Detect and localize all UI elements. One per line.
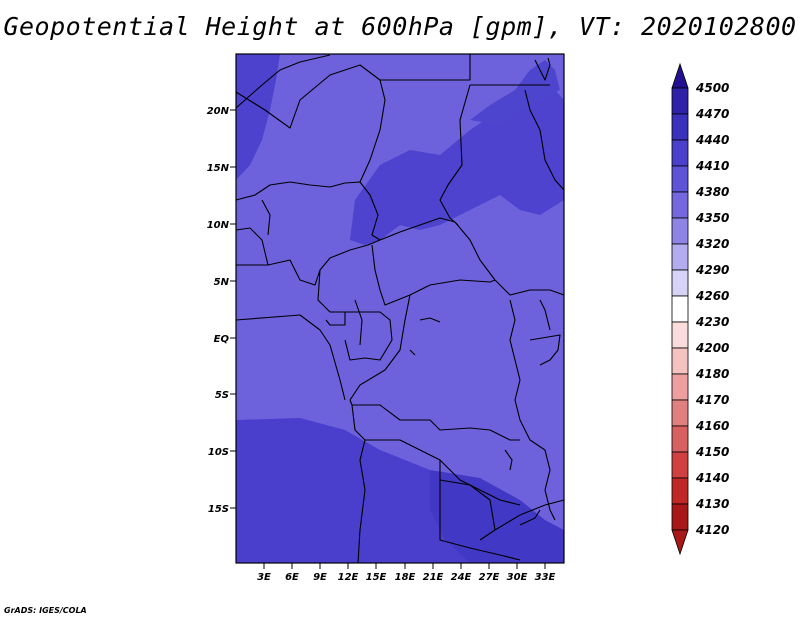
lon-label: 6E [285,572,299,583]
lat-label: EQ [214,334,230,345]
colorbar-label: 4150 [695,445,729,459]
colorbar-swatch [671,451,689,479]
colorbar-swatch [671,347,689,375]
lon-label: 3E [257,572,271,583]
lat-label: 15N [207,163,230,174]
colorbar-label: 4140 [695,471,729,485]
colorbar-label: 4500 [695,81,729,95]
colorbar-swatch [671,113,689,141]
colorbar-swatch [671,295,689,323]
colorbar-swatch [671,243,689,271]
colorbar-label: 4120 [695,523,729,537]
colorbar-swatch [671,269,689,297]
colorbar-label: 4410 [695,159,729,173]
lon-label: 21E [423,572,444,583]
colorbar-swatch [671,139,689,167]
lat-label: 10N [207,220,230,231]
lon-label: 18E [395,572,416,583]
credit-text: GrADS: IGES/COLA [4,606,87,615]
colorbar-swatch [671,165,689,193]
colorbar-swatch [671,477,689,505]
colorbar-label: 4320 [695,237,729,251]
colorbar: 4500 4470 4440 4410 4380 4350 4320 4290 4260 4230… [671,62,729,556]
colorbar-bottom-arrow [671,529,689,556]
colorbar-label: 4440 [695,133,729,147]
colorbar-label: 4170 [695,393,729,407]
colorbar-swatch [671,191,689,219]
colorbar-label: 4130 [695,497,729,511]
country-borders [235,54,565,564]
lon-axis: 3E 6E 9E 12E 15E 18E 21E 24E 27E 30E 33E [257,563,556,583]
colorbar-swatch [671,87,689,115]
lat-label: 10S [208,447,229,458]
lon-label: 30E [507,572,528,583]
lat-label: 5S [215,390,229,401]
colorbar-swatch [671,321,689,349]
colorbar-label: 4230 [695,315,729,329]
lat-axis: 20N 15N 10N 5N EQ 5S 10S 15S [207,106,236,515]
colorbar-swatch [671,503,689,531]
lat-label: 20N [207,106,230,117]
colorbar-label: 4180 [695,367,729,381]
lat-label: 5N [214,277,230,288]
colorbar-swatch [671,425,689,453]
colorbar-label: 4200 [695,341,729,355]
lat-label: 15S [208,504,229,515]
colorbar-swatch [671,373,689,401]
colorbar-swatch [671,399,689,427]
lon-label: 9E [313,572,327,583]
colorbar-label: 4290 [695,263,729,277]
colorbar-label: 4470 [695,107,729,121]
colorbar-label: 4160 [695,419,729,433]
lon-label: 24E [451,572,472,583]
lon-label: 12E [338,572,359,583]
height-field [236,54,564,563]
colorbar-label: 4350 [695,211,729,225]
colorbar-top-arrow [671,62,689,89]
colorbar-label: 4380 [695,185,729,199]
colorbar-label: 4260 [695,289,729,303]
lon-label: 27E [479,572,500,583]
colorbar-swatch [671,217,689,245]
map-frame [235,53,565,564]
map-title: Geopotential Height at 600hPa [gpm], VT:… [3,12,797,41]
lon-label: 15E [366,572,387,583]
lon-label: 33E [535,572,556,583]
